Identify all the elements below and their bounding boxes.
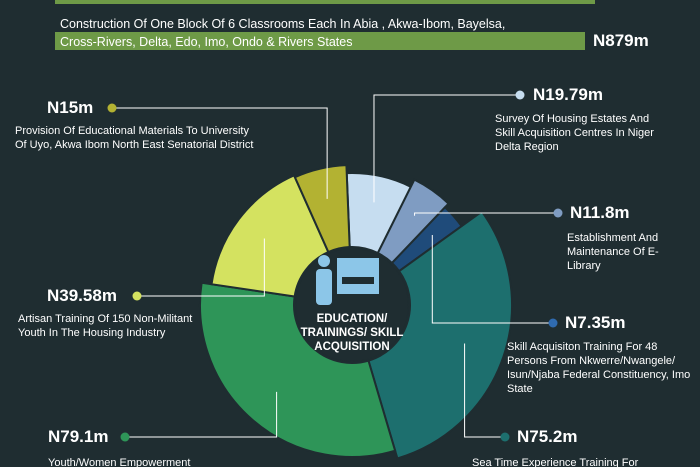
callout-dot <box>553 208 563 218</box>
donut-segment <box>293 164 351 254</box>
callout-dot <box>107 103 117 113</box>
leader-line <box>431 235 553 324</box>
header-bar-value: N879m <box>593 31 649 50</box>
donut-segment <box>199 281 397 458</box>
cropped-bar <box>55 0 595 4</box>
category-label: Survey Of Housing Estates And Skill Acqu… <box>495 113 654 153</box>
value-label: N75.2m <box>517 427 578 446</box>
person-head <box>318 255 330 267</box>
header-bar-text: Cross-Rivers, Delta, Edo, Imo, Ondo & Ri… <box>60 35 353 49</box>
leader-line <box>464 343 505 438</box>
callout-dot <box>500 432 510 442</box>
value-label: N7.35m <box>565 313 626 332</box>
category-label: Sea Time Experience Training For <box>472 457 639 467</box>
callout-dot <box>515 90 525 100</box>
value-label: N11.8m <box>570 203 630 222</box>
value-label: N15m <box>47 98 94 117</box>
building-icon <box>337 258 379 294</box>
leader-line <box>125 391 278 438</box>
callout-dot <box>120 432 130 442</box>
category-label: Provision Of Educational Materials To Un… <box>15 125 254 151</box>
donut-segment <box>210 174 330 298</box>
leader-line <box>414 212 558 216</box>
category-label: Youth/Women Empowerment <box>48 457 191 467</box>
leader-line <box>373 94 520 203</box>
donut-segment <box>367 210 513 460</box>
center-label: EDUCATION/ TRAININGS/ SKILL ACQUISITION <box>300 313 404 353</box>
leader-line <box>112 107 328 199</box>
callout-dot <box>132 291 142 301</box>
header-bar-text: Construction Of One Block Of 6 Classroom… <box>60 17 506 31</box>
category-label: Establishment And Maintenance Of E-Libra… <box>567 232 659 272</box>
header-bar <box>55 32 585 50</box>
building-sign <box>342 277 374 284</box>
value-label: N39.58m <box>47 286 117 305</box>
category-label: Skill Acquisiton Training For 48 Persons… <box>507 341 691 395</box>
category-label: Artisan Training Of 150 Non-Militant You… <box>18 313 193 339</box>
value-label: N79.1m <box>48 427 109 446</box>
callout-dot <box>548 318 558 328</box>
person-body <box>316 269 332 305</box>
value-label: N19.79m <box>533 85 603 104</box>
leader-line <box>137 238 265 297</box>
